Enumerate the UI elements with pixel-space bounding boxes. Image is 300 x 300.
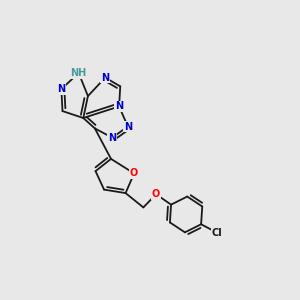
Text: N: N [101, 73, 109, 82]
Text: N: N [57, 84, 65, 94]
Text: O: O [130, 168, 138, 178]
Text: N: N [108, 133, 116, 142]
Text: O: O [152, 189, 160, 199]
Text: N: N [115, 101, 123, 112]
Text: NH: NH [70, 68, 87, 78]
Text: Cl: Cl [212, 228, 223, 238]
Text: N: N [124, 122, 132, 132]
